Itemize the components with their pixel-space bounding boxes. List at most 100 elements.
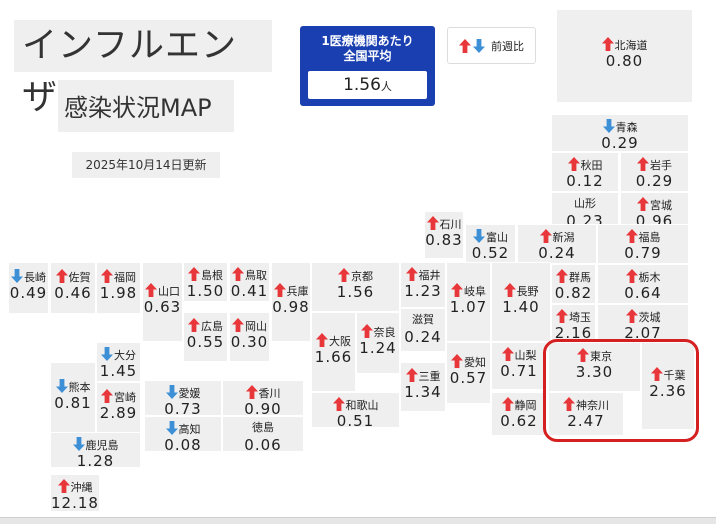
prefecture-name-text: 広島 [201,320,223,333]
prefecture-tile: 岩手 0.29 [620,152,689,192]
prefecture-tile: 神奈川 2.47 [548,392,624,436]
prefecture-value: 3.30 [575,363,614,381]
arrow-up-icon [426,216,439,230]
prefecture-name: 香川 [223,385,303,401]
prefecture-value: 0.62 [500,412,538,430]
prefecture-name: 富山 [466,229,515,245]
average-value: 1.56 [343,75,381,95]
arrow-up-icon [360,324,373,338]
arrow-up-icon [577,348,589,362]
arrow-down-icon [101,347,113,361]
legend-label: 前週比 [491,39,524,53]
prefecture-tile: 富山 0.52 [465,224,516,264]
prefecture-tile: 京都 1.56 [311,262,400,312]
prefecture-name: 広島 [184,318,227,334]
prefecture-tile: 熊本 0.81 [50,362,96,434]
arrow-up-icon [101,389,113,403]
prefecture-value: 0.57 [449,369,488,387]
prefecture-name: 山梨 [492,347,546,363]
prefecture-tile: 茨城 2.07 [597,304,689,343]
prefecture-value: 1.34 [404,383,442,401]
prefecture-value: 0.64 [624,284,662,302]
prefecture-name-text: 京都 [351,270,373,283]
prefecture-tile: 沖縄 12.18 [50,474,100,512]
prefecture-value: 2.16 [554,324,593,342]
prefecture-name: 長崎 [9,269,48,285]
prefecture-name: 山口 [143,283,182,299]
kanto-highlight-outline [543,339,699,442]
prefecture-tile: 群馬 0.82 [551,264,596,304]
prefecture-value: 0.79 [624,244,662,262]
prefecture-name-text: 島根 [201,269,223,282]
prefecture-value: 0.83 [425,231,463,249]
prefecture-value: 0.73 [164,400,202,418]
prefecture-name: 島根 [184,267,227,283]
prefecture-value: 0.29 [635,172,674,190]
prefecture-value: 0.90 [244,400,282,418]
arrow-down-icon [165,421,178,435]
prefecture-name-text: 熊本 [68,381,91,394]
prefecture-name: 栃木 [598,269,688,285]
prefecture-tile: 石川 0.83 [424,211,464,259]
arrow-up-icon [637,157,649,171]
prefecture-name: 兵庫 [272,283,310,299]
arrow-up-icon [556,309,568,323]
prefecture-name-text: 秋田 [580,159,603,172]
prefecture-tile: 千葉 2.36 [641,342,695,430]
prefecture-name: 埼玉 [552,309,595,325]
prefecture-value: 0.24 [404,328,442,346]
prefecture-value: 0.30 [230,333,269,351]
prefecture-tile: 香川 0.90 [222,380,304,418]
prefecture-name-text: 富山 [486,231,508,244]
arrow-down-icon [473,39,485,53]
arrow-up-icon [567,157,580,171]
prefecture-name-text: 鹿児島 [85,439,119,452]
arrow-up-icon [501,397,514,411]
prefecture-name-text: 佐賀 [68,271,91,284]
bottom-scroll-strip [0,517,716,524]
arrow-up-icon [316,333,328,347]
prefecture-name: 高知 [145,421,221,437]
prefecture-name: 三重 [401,368,445,384]
prefecture-name: 北海道 [557,37,692,53]
prefecture-tile: 静岡 0.62 [491,392,547,436]
arrow-up-icon [57,479,70,493]
prefecture-value: 1.50 [186,282,225,300]
prefecture-value: 0.08 [164,436,202,454]
arrow-down-icon [473,229,485,243]
prefecture-name: 岩手 [621,157,688,173]
prefecture-name: 佐賀 [51,269,95,285]
arrow-down-icon [11,269,23,283]
prefecture-name: 岐阜 [447,283,490,299]
map-title: インフルエンザ [14,20,272,118]
prefecture-name-text: 山梨 [514,349,537,362]
prefecture-name: 石川 [425,216,463,232]
prefecture-name: 千葉 [642,367,694,383]
prefecture-value: 0.41 [230,282,269,300]
prefecture-name: 秋田 [552,157,618,173]
prefecture-name-text: 栃木 [638,271,661,284]
prefecture-value: 0.82 [554,284,593,302]
average-label-line1: 1医療機関あたり [321,34,414,48]
arrow-up-icon [188,318,200,332]
prefecture-name-text: 東京 [590,350,612,363]
arrow-down-icon [165,385,178,399]
prefecture-tile: 佐賀 0.46 [50,262,96,314]
prefecture-name: 愛媛 [145,385,221,401]
arrow-up-icon [625,309,638,323]
prefecture-name: 徳島 [223,421,303,435]
prefecture-name-text: 沖縄 [70,481,93,494]
prefecture-name: 京都 [312,268,399,284]
arrow-up-icon [405,267,418,281]
arrow-up-icon [451,283,463,297]
prefecture-value: 0.55 [186,333,225,351]
prefecture-value: 0.24 [538,244,576,262]
arrow-up-icon [637,197,649,211]
arrow-up-icon [625,229,638,243]
prefecture-tile: 大阪 1.66 [311,312,356,392]
prefecture-name: 大阪 [312,333,355,349]
prefecture-tile: 栃木 0.64 [597,264,689,304]
arrow-up-icon [405,368,418,382]
arrow-up-icon [501,347,514,361]
prefecture-name: 長野 [492,283,550,299]
